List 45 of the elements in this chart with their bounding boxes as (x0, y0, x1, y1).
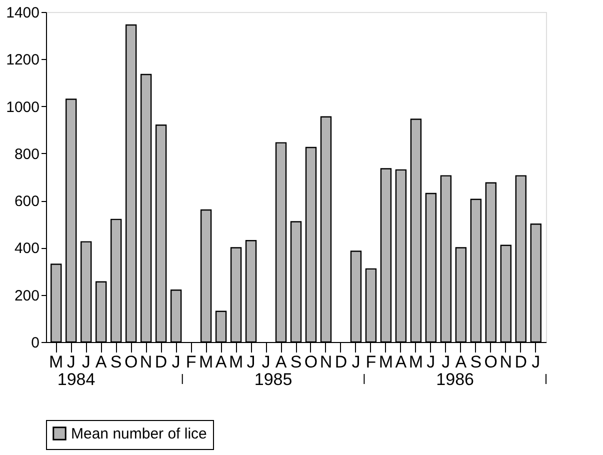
x-tick-label: A (215, 352, 228, 372)
x-tick-label: D (514, 352, 528, 372)
x-tick-label: S (290, 352, 302, 372)
x-tick-label: M (228, 352, 244, 372)
x-tick-label: M (49, 352, 64, 372)
x-tick-label: J (172, 352, 180, 372)
x-tick-label: M (198, 352, 214, 372)
y-tick-label: 200 (14, 287, 40, 304)
x-tick-label: J (442, 352, 450, 372)
x-tick-label: J (82, 352, 90, 372)
y-tick-label: 600 (14, 193, 40, 210)
y-tick-label: 800 (14, 146, 40, 163)
x-tick-label: F (186, 352, 196, 372)
text: 1986 (436, 370, 474, 389)
x-tick-label: O (124, 352, 138, 372)
x-tick-label: J (532, 352, 540, 372)
x-tick-label: A (395, 352, 408, 372)
x-tick-label: J (262, 352, 270, 372)
x-tick-label: O (484, 352, 498, 372)
legend-label: Mean number of lice (71, 426, 207, 442)
x-tick-label: M (378, 352, 394, 372)
y-tick-label: 0 (31, 334, 40, 352)
x-tick-label: S (470, 352, 482, 372)
text: 1984 (57, 370, 96, 389)
x-tick-label: N (140, 352, 152, 372)
x-tick-label: A (275, 352, 288, 372)
x-tick-label: A (95, 352, 108, 372)
text: 1985 (254, 370, 292, 389)
x-tick-label: N (500, 352, 512, 372)
x-tick-label: O (304, 352, 318, 372)
x-tick-label: J (246, 352, 256, 372)
x-tick-label: J (352, 352, 360, 372)
x-tick-label: J (66, 352, 76, 372)
x-tick-label: S (110, 352, 122, 372)
x-tick-label: D (334, 352, 348, 372)
x-tick-label: D (154, 352, 168, 372)
x-tick-label: N (320, 352, 332, 372)
x-tick-label: F (366, 352, 376, 372)
y-tick-label: 400 (14, 240, 40, 258)
x-tick-label: J (426, 352, 436, 372)
y-tick-label: 1200 (6, 52, 40, 69)
x-tick-label: M (408, 352, 424, 372)
y-tick-label: 1400 (6, 4, 40, 22)
y-tick-label: 1000 (6, 98, 40, 116)
x-tick-label: A (455, 352, 468, 372)
